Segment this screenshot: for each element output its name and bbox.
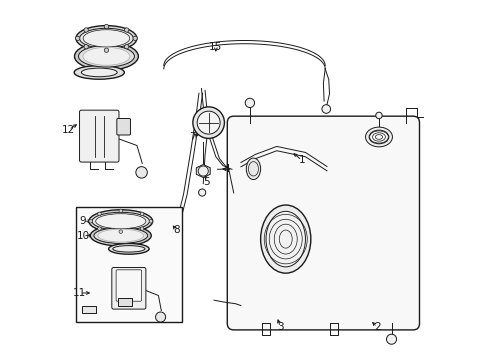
Circle shape xyxy=(192,107,224,138)
FancyBboxPatch shape xyxy=(80,110,119,162)
Circle shape xyxy=(386,334,396,344)
Circle shape xyxy=(149,220,152,223)
Bar xyxy=(76,207,182,321)
Text: 9: 9 xyxy=(80,216,86,226)
FancyBboxPatch shape xyxy=(227,116,419,330)
Ellipse shape xyxy=(108,243,149,254)
Ellipse shape xyxy=(89,210,152,233)
Circle shape xyxy=(321,105,330,113)
Circle shape xyxy=(76,36,80,41)
Text: 7: 7 xyxy=(189,132,195,142)
Ellipse shape xyxy=(94,228,147,243)
Circle shape xyxy=(197,111,220,134)
Circle shape xyxy=(198,166,208,176)
Bar xyxy=(82,306,96,313)
FancyBboxPatch shape xyxy=(116,270,142,301)
Ellipse shape xyxy=(260,205,310,273)
Circle shape xyxy=(198,189,205,196)
Circle shape xyxy=(104,24,108,29)
Ellipse shape xyxy=(83,30,129,47)
Ellipse shape xyxy=(74,66,124,79)
Circle shape xyxy=(375,112,382,119)
Text: 2: 2 xyxy=(373,322,380,332)
Polygon shape xyxy=(196,165,210,177)
Bar xyxy=(118,298,132,306)
Circle shape xyxy=(133,36,137,41)
Text: 3: 3 xyxy=(277,322,283,332)
Circle shape xyxy=(89,220,92,223)
Text: 8: 8 xyxy=(173,225,179,235)
Text: 14: 14 xyxy=(115,34,128,44)
FancyBboxPatch shape xyxy=(117,118,130,135)
Ellipse shape xyxy=(80,28,133,48)
Circle shape xyxy=(140,227,143,230)
Ellipse shape xyxy=(76,26,137,51)
Ellipse shape xyxy=(81,68,117,77)
Ellipse shape xyxy=(112,246,144,252)
Ellipse shape xyxy=(246,158,260,180)
Circle shape xyxy=(244,98,254,108)
Circle shape xyxy=(155,312,165,322)
Ellipse shape xyxy=(78,45,134,67)
Circle shape xyxy=(119,209,122,213)
Circle shape xyxy=(98,212,101,216)
Ellipse shape xyxy=(83,47,130,65)
Circle shape xyxy=(104,48,108,52)
Ellipse shape xyxy=(98,229,143,242)
Ellipse shape xyxy=(365,127,392,147)
Circle shape xyxy=(84,45,88,49)
Ellipse shape xyxy=(265,211,305,267)
Text: 1: 1 xyxy=(298,155,305,165)
Ellipse shape xyxy=(90,225,151,246)
Text: 6: 6 xyxy=(198,111,204,121)
Ellipse shape xyxy=(96,214,145,229)
Text: 10: 10 xyxy=(77,231,89,240)
Circle shape xyxy=(84,28,88,32)
Text: 13: 13 xyxy=(114,54,127,64)
Circle shape xyxy=(140,212,143,216)
Text: 15: 15 xyxy=(209,42,222,52)
Circle shape xyxy=(136,167,147,178)
Circle shape xyxy=(124,28,129,32)
FancyBboxPatch shape xyxy=(112,267,145,309)
Circle shape xyxy=(98,227,101,230)
Circle shape xyxy=(119,230,122,233)
Ellipse shape xyxy=(92,212,149,230)
Text: 11: 11 xyxy=(73,288,86,298)
Circle shape xyxy=(124,45,129,49)
Text: 12: 12 xyxy=(62,125,75,135)
Text: 5: 5 xyxy=(203,177,210,187)
Ellipse shape xyxy=(74,42,138,70)
Text: 4: 4 xyxy=(223,164,229,174)
Ellipse shape xyxy=(368,130,388,144)
